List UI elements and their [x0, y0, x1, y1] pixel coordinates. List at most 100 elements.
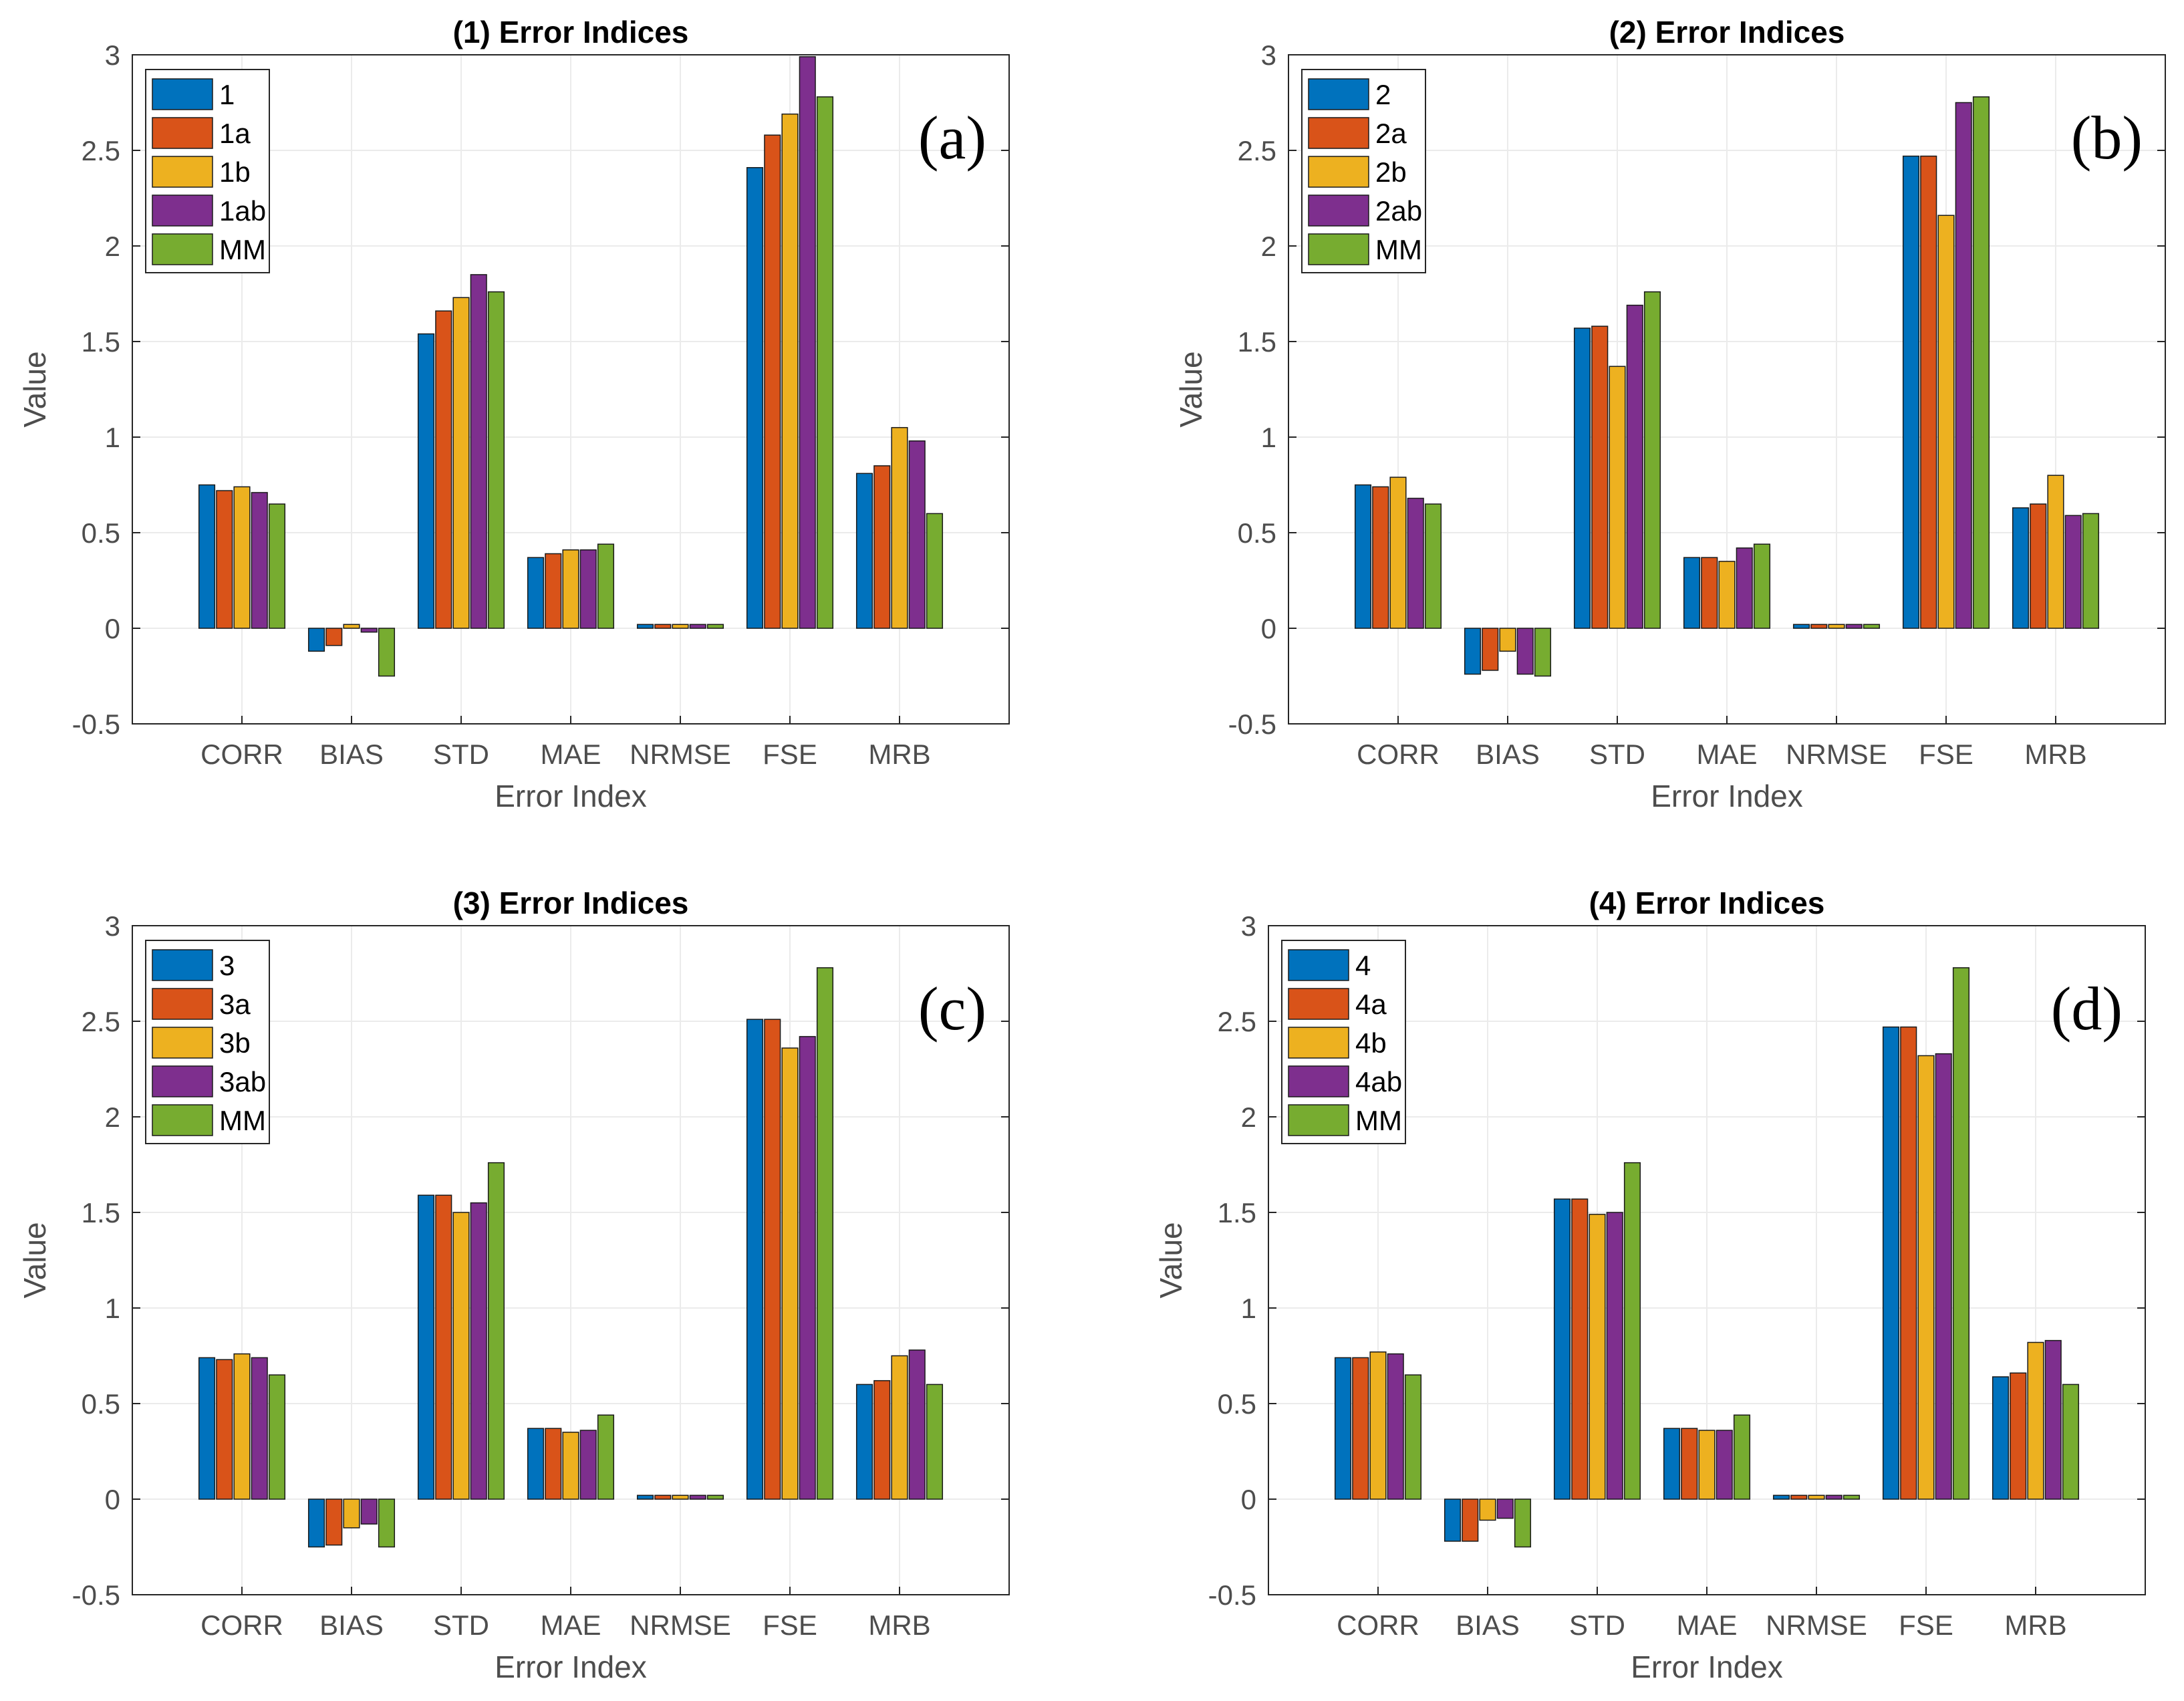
legend-swatch [1288, 1065, 1349, 1097]
x-tick-label: MRB [2004, 1609, 2066, 1641]
bar-1b-MAE [562, 549, 579, 629]
legend-label: 2b [1375, 156, 1407, 188]
bar-1a-FSE [764, 134, 781, 629]
bar-1ab-MAE [579, 549, 597, 629]
bar-3b-MAE [562, 1432, 579, 1500]
bar-3a-MRB [873, 1380, 891, 1500]
legend-swatch [1308, 78, 1369, 110]
bar-MM-CORR [268, 1374, 286, 1500]
bar-1b-MRB [891, 426, 908, 629]
bar-2-MRB [2012, 507, 2030, 629]
y-axis-label: Value [17, 351, 52, 427]
y-tick-label: 0.5 [82, 1388, 120, 1420]
y-tick-label: -0.5 [1228, 708, 1276, 740]
y-tick-label: 1.5 [1218, 1197, 1256, 1228]
bar-3b-BIAS [343, 1498, 360, 1529]
legend-swatch [152, 949, 213, 981]
legend-swatch [1288, 1104, 1349, 1136]
bar-MM-BIAS [1514, 1498, 1532, 1548]
y-tick-label: 3 [1241, 910, 1256, 942]
y-tick-label: 1 [105, 1293, 120, 1324]
bar-2-FSE [1902, 155, 1920, 629]
legend-swatch [152, 194, 213, 227]
bar-4-NRMSE [1772, 1494, 1790, 1500]
bar-1ab-FSE [799, 56, 816, 629]
legend: 2 2a 2b 2ab MM [1301, 69, 1426, 273]
x-tick-label: MRB [868, 739, 930, 770]
bar-2a-BIAS [1482, 628, 1499, 671]
x-tick-label: CORR [1337, 1609, 1419, 1641]
legend-swatch [152, 233, 213, 265]
bar-1-MRB [855, 473, 873, 629]
bar-1a-MAE [545, 553, 562, 629]
x-tick-label: FSE [763, 1609, 817, 1641]
bar-3-MAE [527, 1428, 545, 1500]
bar-3b-NRMSE [672, 1494, 689, 1500]
legend-swatch [152, 1027, 213, 1059]
y-axis-label: Value [1153, 1222, 1188, 1298]
bar-MM-FSE [816, 967, 834, 1500]
bar-2b-FSE [1937, 215, 1955, 629]
x-tick-label: STD [1589, 739, 1645, 770]
bar-2ab-STD [1626, 304, 1643, 629]
bar-3-MRB [855, 1384, 873, 1500]
bars [198, 967, 944, 1548]
x-axis-label: Error Index [495, 779, 647, 813]
x-tick-label: STD [433, 739, 489, 770]
y-tick-label: 2.5 [82, 135, 120, 166]
bar-MM-STD [1623, 1162, 1641, 1500]
bar-1a-NRMSE [654, 624, 672, 629]
bar-2ab-CORR [1407, 497, 1424, 629]
bar-2a-MRB [2030, 503, 2047, 629]
legend-label: 2a [1375, 118, 1407, 149]
y-tick-label: 1.5 [82, 1197, 120, 1228]
bars [1334, 967, 2080, 1548]
y-tick-label: -0.5 [1208, 1579, 1256, 1611]
legend-swatch [152, 1065, 213, 1097]
bar-2b-BIAS [1499, 628, 1516, 652]
bars [198, 56, 944, 677]
y-tick-label: 3 [1261, 39, 1276, 71]
bar-2-BIAS [1464, 628, 1482, 675]
bar-2a-STD [1591, 325, 1609, 629]
bar-4ab-NRMSE [1825, 1494, 1842, 1500]
legend-label: 4ab [1355, 1066, 1402, 1097]
bar-3a-MAE [545, 1428, 562, 1500]
bar-MM-NRMSE [1863, 624, 1881, 629]
bar-4-MAE [1663, 1428, 1681, 1500]
bar-1a-STD [435, 310, 452, 629]
chart-title: (2) Error Indices [1609, 15, 1845, 49]
legend-swatch [152, 78, 213, 110]
bar-3ab-STD [470, 1202, 487, 1500]
panel-label: (c) [918, 974, 986, 1043]
legend-swatch [1288, 1027, 1349, 1059]
bar-4-BIAS [1444, 1498, 1462, 1542]
legend-label: MM [1375, 234, 1422, 265]
bar-4b-MRB [2027, 1341, 2044, 1500]
bar-1-BIAS [307, 628, 325, 652]
bar-4a-FSE [1900, 1026, 1917, 1500]
bar-4a-MAE [1681, 1428, 1698, 1500]
bar-2a-CORR [1372, 486, 1389, 629]
chart-title: (3) Error Indices [453, 886, 689, 920]
bar-2ab-MRB [2064, 515, 2082, 629]
bar-1-NRMSE [636, 624, 654, 629]
x-tick-label: NRMSE [1766, 1609, 1867, 1641]
bar-MM-BIAS [1534, 628, 1552, 677]
bar-4b-NRMSE [1808, 1494, 1825, 1500]
legend-swatch [152, 156, 213, 188]
bar-MM-BIAS [378, 628, 396, 677]
bar-2b-MRB [2047, 475, 2064, 629]
bar-4ab-FSE [1935, 1053, 1952, 1500]
bar-3-NRMSE [636, 1494, 654, 1500]
legend-swatch [1308, 194, 1369, 227]
legend-swatch [152, 1104, 213, 1136]
bar-2b-NRMSE [1828, 624, 1845, 629]
y-tick-label: 1.5 [1238, 326, 1276, 358]
bar-2a-MAE [1701, 557, 1718, 629]
bar-1ab-MRB [908, 440, 926, 629]
bar-3b-STD [452, 1212, 470, 1500]
bar-MM-MRB [926, 1384, 944, 1500]
x-tick-label: FSE [763, 739, 817, 770]
